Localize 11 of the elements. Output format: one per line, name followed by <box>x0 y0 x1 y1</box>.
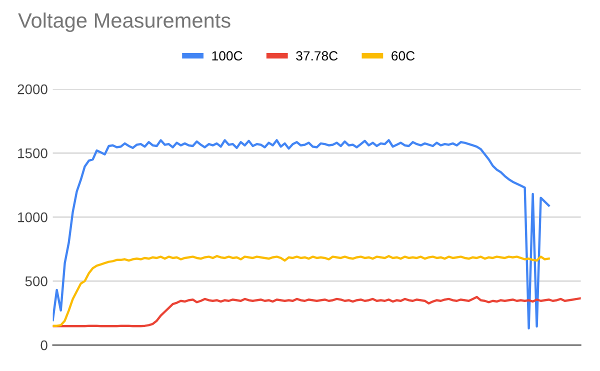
line-series <box>52 254 550 327</box>
y-tick-label: 2000 <box>18 84 48 94</box>
legend-label: 100C <box>212 51 242 61</box>
y-tick-label: 1000 <box>18 212 48 222</box>
y-tick-label: 1500 <box>18 148 48 158</box>
line-series <box>52 139 550 330</box>
y-tick-label: 0 <box>40 340 48 350</box>
y-tick-label: 500 <box>25 276 48 286</box>
chart-title: Voltage Measurements <box>18 12 230 32</box>
legend-label: 37.78C <box>296 51 338 61</box>
legend-label: 60C <box>392 51 415 61</box>
